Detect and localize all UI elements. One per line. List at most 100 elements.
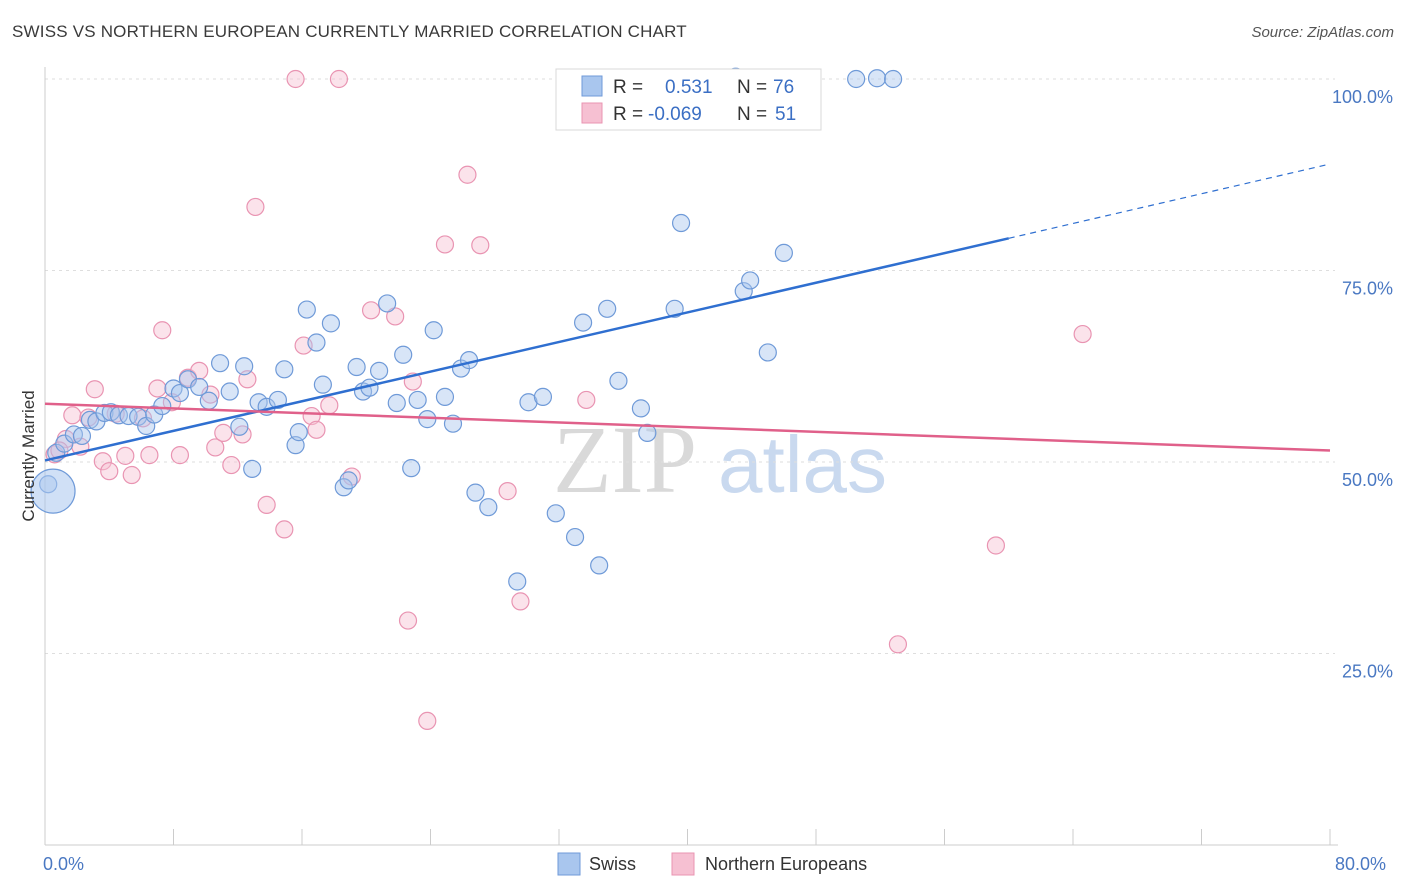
y-tick-label-50: 50.0% bbox=[1342, 470, 1393, 490]
x-tick-label-min: 0.0% bbox=[43, 854, 84, 874]
swiss-point bbox=[394, 345, 413, 364]
watermark-atlas: atlas bbox=[718, 420, 887, 509]
northern-point bbox=[888, 635, 908, 654]
swiss-trend-line bbox=[44, 237, 1010, 462]
swiss-point bbox=[883, 69, 903, 89]
swiss-point bbox=[378, 294, 397, 313]
northern-point bbox=[153, 321, 172, 340]
swiss-point bbox=[573, 313, 593, 332]
legend-northern-label[interactable]: Northern Europeans bbox=[705, 854, 867, 874]
stats-box: R = 0.531 N = 76 R = -0.069 N = 51 bbox=[555, 68, 822, 131]
swiss-point bbox=[170, 383, 190, 403]
swiss-point bbox=[235, 357, 254, 376]
northern-point bbox=[329, 69, 349, 89]
swiss-point bbox=[275, 360, 294, 379]
northern-trend-line bbox=[44, 402, 1331, 452]
northern-n-label: N = bbox=[737, 104, 767, 125]
swiss-point bbox=[95, 403, 114, 423]
northern-point bbox=[471, 236, 490, 255]
swiss-point bbox=[230, 417, 249, 436]
northern-point bbox=[458, 165, 477, 184]
swiss-point bbox=[297, 300, 316, 319]
northern-point bbox=[286, 69, 305, 89]
legend-northern-swatch[interactable] bbox=[671, 852, 695, 876]
northern-point bbox=[386, 307, 405, 326]
swiss-point bbox=[321, 314, 341, 333]
swiss-point bbox=[164, 379, 183, 398]
northern-point bbox=[214, 423, 233, 442]
y-tick-label-25: 25.0% bbox=[1342, 662, 1393, 682]
legend-swiss-swatch[interactable] bbox=[557, 852, 581, 876]
northern-stat-swatch bbox=[581, 102, 603, 124]
northern-point bbox=[93, 452, 112, 471]
swiss-point bbox=[190, 377, 209, 397]
swiss-point bbox=[424, 321, 443, 340]
y-tick-label-100: 100.0% bbox=[1332, 87, 1393, 107]
swiss-point bbox=[408, 390, 427, 410]
northern-point bbox=[511, 592, 530, 611]
swiss-point bbox=[313, 375, 332, 394]
northern-point bbox=[1073, 324, 1092, 344]
swiss-r-value: 0.531 bbox=[665, 77, 713, 98]
swiss-point bbox=[30, 468, 76, 514]
swiss-points bbox=[30, 67, 903, 591]
northern-n-value: 51 bbox=[775, 104, 796, 125]
swiss-point bbox=[72, 426, 92, 446]
northern-point bbox=[302, 406, 321, 426]
swiss-point bbox=[55, 434, 74, 453]
legend: Swiss Northern Europeans bbox=[557, 852, 867, 876]
northern-point bbox=[63, 406, 82, 425]
northern-point bbox=[122, 465, 141, 485]
northern-point bbox=[140, 446, 159, 465]
northern-point bbox=[275, 520, 294, 539]
northern-r-label: R = bbox=[613, 104, 643, 125]
northern-point bbox=[435, 235, 455, 254]
y-axis-label: Currently Married bbox=[19, 390, 38, 521]
swiss-r-label: R = bbox=[613, 77, 643, 98]
swiss-point bbox=[533, 387, 553, 406]
trend-lines bbox=[44, 163, 1331, 462]
northern-point bbox=[170, 446, 190, 465]
northern-point bbox=[148, 379, 167, 398]
northern-point bbox=[116, 446, 135, 465]
swiss-point bbox=[402, 459, 421, 478]
swiss-point bbox=[774, 243, 793, 262]
swiss-n-value: 76 bbox=[773, 77, 794, 98]
swiss-point bbox=[387, 393, 406, 413]
swiss-point bbox=[153, 396, 172, 416]
axes bbox=[44, 67, 1338, 846]
northern-point bbox=[986, 536, 1006, 555]
swiss-point bbox=[590, 556, 609, 575]
swiss-point bbox=[609, 371, 628, 390]
swiss-point bbox=[220, 382, 239, 401]
swiss-point bbox=[598, 299, 617, 318]
chart-source: Source: ZipAtlas.com bbox=[1251, 24, 1394, 41]
swiss-point bbox=[565, 527, 585, 547]
swiss-point bbox=[339, 471, 358, 490]
swiss-point bbox=[347, 357, 366, 377]
swiss-point bbox=[847, 69, 866, 89]
swiss-point bbox=[80, 410, 100, 429]
swiss-point bbox=[546, 504, 565, 523]
northern-point bbox=[498, 482, 517, 501]
northern-point bbox=[246, 197, 265, 217]
swiss-point bbox=[466, 483, 485, 502]
swiss-point bbox=[210, 354, 230, 373]
y-tick-label-75: 75.0% bbox=[1342, 279, 1393, 299]
swiss-point bbox=[307, 333, 326, 352]
swiss-point bbox=[631, 399, 651, 418]
swiss-point bbox=[435, 387, 455, 406]
northern-r-value: -0.069 bbox=[648, 104, 702, 125]
northern-point bbox=[85, 380, 104, 399]
northern-point bbox=[206, 438, 225, 457]
northern-point bbox=[398, 611, 418, 630]
x-tick-label-max: 80.0% bbox=[1335, 854, 1386, 874]
northern-point bbox=[320, 396, 339, 415]
legend-swiss-label[interactable]: Swiss bbox=[589, 854, 636, 874]
northern-point bbox=[257, 495, 276, 514]
swiss-point bbox=[665, 299, 684, 318]
swiss-point bbox=[479, 498, 498, 517]
chart-title: SWISS VS NORTHERN EUROPEAN CURRENTLY MAR… bbox=[12, 22, 687, 41]
northern-points bbox=[45, 69, 1092, 731]
